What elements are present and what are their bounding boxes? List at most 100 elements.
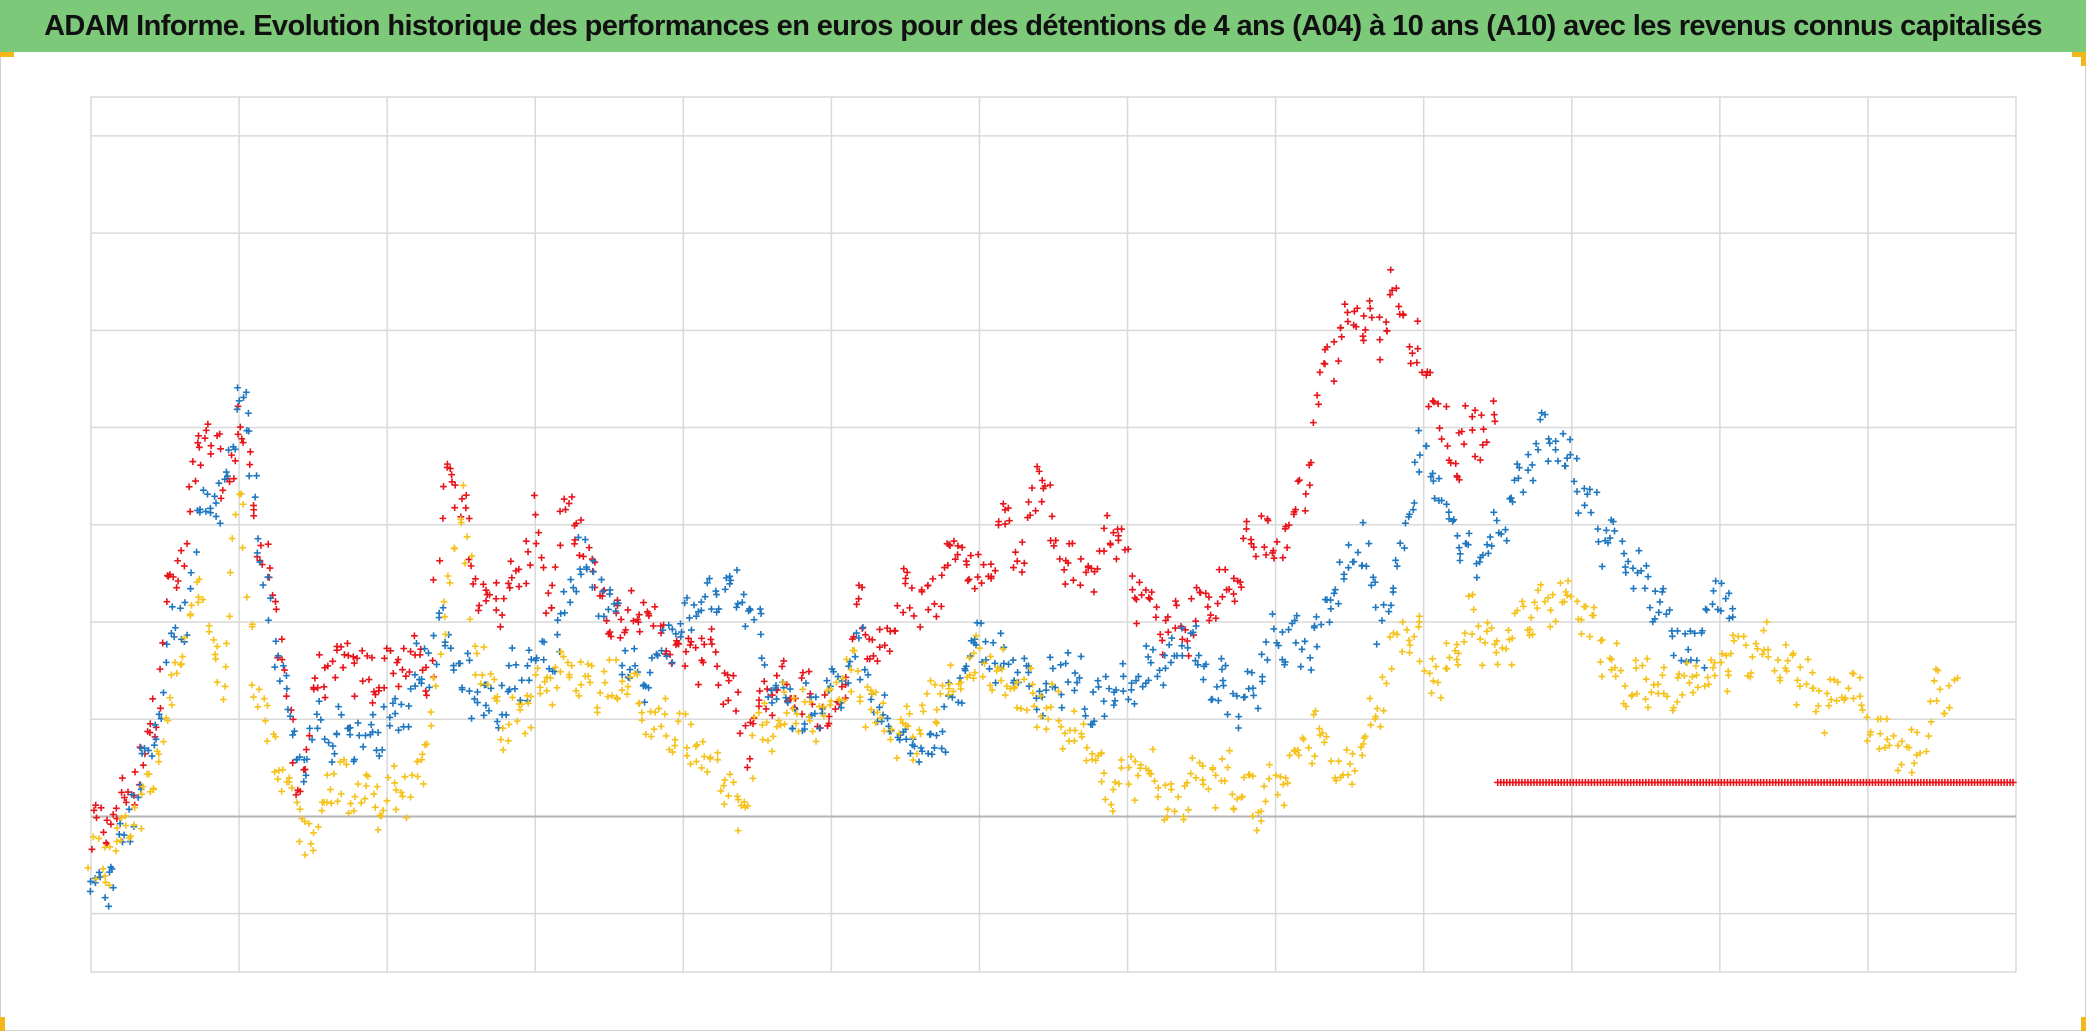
data-point (551, 563, 559, 571)
data-point (359, 743, 367, 751)
data-point (1245, 771, 1253, 778)
data-point (1632, 664, 1640, 672)
data-point (624, 683, 632, 690)
data-point (749, 720, 757, 728)
data-point (1228, 790, 1236, 798)
data-point (1531, 598, 1538, 606)
data-point (1725, 614, 1733, 622)
data-point (1578, 630, 1585, 638)
data-point (1283, 544, 1291, 551)
data-point (741, 622, 749, 630)
data-point (260, 695, 268, 703)
data-point (1064, 678, 1072, 686)
data-point (106, 843, 114, 851)
data-point (798, 674, 806, 682)
data-point (780, 688, 788, 696)
data-point (1583, 490, 1591, 498)
data-point (1680, 672, 1688, 680)
data-point (1711, 672, 1719, 679)
data-point (1313, 391, 1321, 399)
data-point (778, 662, 786, 670)
data-point (1934, 667, 1942, 674)
data-point (221, 683, 229, 690)
data-point (903, 569, 911, 576)
data-point (1162, 664, 1169, 672)
data-point (1476, 635, 1484, 643)
data-point (1196, 759, 1204, 767)
data-point (1606, 654, 1614, 662)
data-point (927, 730, 935, 738)
data-point (522, 580, 530, 587)
data-point (411, 682, 419, 690)
data-point (1279, 554, 1287, 562)
data-point (1850, 670, 1857, 678)
data-point (651, 603, 659, 611)
data-point (733, 566, 741, 574)
data-point (720, 800, 728, 808)
data-point (213, 643, 221, 650)
data-point (451, 545, 459, 553)
data-point (724, 697, 732, 704)
data-point (1825, 702, 1833, 710)
data-point (1316, 368, 1324, 376)
data-point (1660, 664, 1668, 671)
data-point (392, 806, 400, 813)
data-point (1327, 596, 1334, 604)
data-point (726, 572, 734, 580)
data-point (556, 541, 564, 549)
data-point (1883, 735, 1891, 743)
data-point (1272, 771, 1280, 779)
data-point (245, 472, 253, 480)
data-point (1468, 413, 1476, 421)
data-point (544, 589, 552, 597)
data-point (1455, 544, 1463, 552)
data-point (697, 598, 705, 606)
data-point (730, 778, 737, 786)
data-point (1032, 694, 1040, 702)
data-point (278, 635, 286, 643)
data-point (1547, 606, 1555, 614)
data-point (239, 439, 247, 446)
data-point (368, 654, 376, 662)
data-point (278, 656, 286, 664)
data-point (1493, 517, 1501, 524)
data-point (427, 722, 435, 730)
data-point (350, 807, 358, 815)
data-point (168, 701, 176, 709)
data-point (1373, 705, 1381, 712)
data-point (1257, 817, 1265, 825)
data-point (1740, 632, 1748, 640)
data-point (997, 677, 1005, 684)
data-point (900, 565, 908, 573)
data-point (1125, 780, 1133, 788)
data-point (992, 679, 999, 687)
data-point (1349, 750, 1356, 758)
data-point (792, 719, 800, 727)
data-point (1764, 646, 1772, 654)
data-point (542, 609, 550, 617)
data-point (665, 746, 673, 753)
data-point (621, 647, 629, 655)
data-point (1311, 622, 1318, 630)
data-point (314, 684, 322, 692)
data-point (386, 713, 394, 721)
data-point (493, 697, 501, 705)
data-point (758, 721, 766, 729)
data-point (1573, 597, 1581, 605)
data-point (1845, 684, 1852, 692)
data-point (897, 716, 905, 723)
data-point (1164, 628, 1172, 636)
data-point (441, 638, 449, 646)
data-point (92, 801, 100, 809)
data-point (1633, 690, 1641, 698)
data-point (1898, 761, 1905, 768)
data-point (1004, 504, 1012, 512)
data-point (1284, 779, 1292, 787)
data-point (1135, 673, 1142, 680)
data-point (474, 699, 481, 706)
data-point (1747, 669, 1755, 677)
data-point (556, 507, 564, 515)
data-point (789, 705, 796, 713)
data-point (288, 784, 296, 792)
data-point (1686, 679, 1693, 687)
